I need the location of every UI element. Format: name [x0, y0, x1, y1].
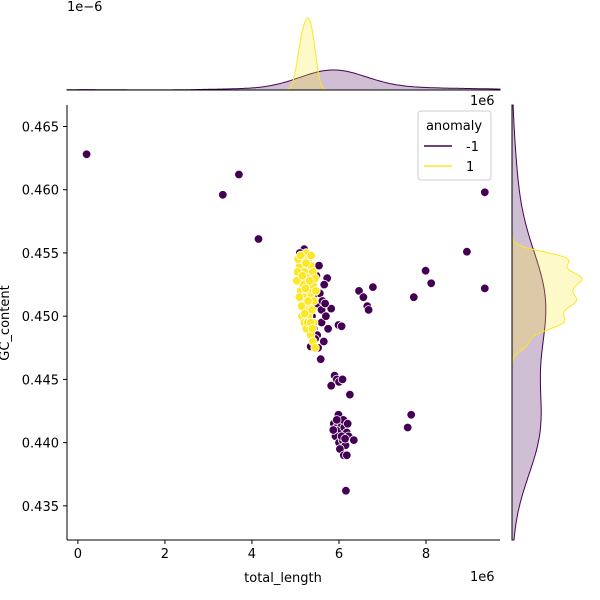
data-point-1 — [303, 296, 313, 306]
data-point-minus1 — [420, 266, 431, 276]
data-point-minus1 — [341, 486, 351, 496]
legend-box — [417, 110, 492, 181]
y-axis-offset-label: 1e6 — [470, 94, 495, 109]
data-point-1 — [307, 324, 318, 334]
y-tick-label: 0.450 — [22, 310, 59, 325]
data-point-minus1 — [319, 336, 329, 347]
data-point-minus1 — [81, 149, 92, 160]
data-point-minus1 — [406, 410, 416, 420]
data-point-minus1 — [363, 305, 374, 315]
data-point-minus1 — [343, 419, 353, 429]
data-point-minus1 — [462, 246, 472, 257]
data-point-minus1 — [403, 422, 413, 433]
data-point-minus1 — [319, 279, 329, 290]
data-point-minus1 — [358, 292, 369, 302]
legend-entry-minus1: -1 — [466, 140, 479, 155]
data-point-minus1 — [340, 434, 350, 444]
data-point-minus1 — [253, 234, 264, 244]
data-point-minus1 — [326, 381, 336, 391]
y-tick-label: 0.455 — [22, 247, 59, 262]
top-marginal-kde: 1e−6 — [66, 0, 501, 91]
y-tick-label: 0.445 — [22, 373, 59, 388]
x-tick-label: 2 — [161, 547, 169, 562]
data-point-minus1 — [218, 190, 228, 200]
data-point-minus1 — [332, 415, 342, 425]
data-point-minus1 — [349, 435, 359, 445]
data-point-minus1 — [368, 282, 378, 292]
data-point-minus1 — [323, 324, 333, 334]
data-point-minus1 — [326, 303, 336, 314]
x-axis-offset-label: 1e6 — [470, 570, 495, 585]
data-point-minus1 — [321, 311, 331, 321]
data-point-1 — [306, 250, 316, 261]
x-axis-label: total_length — [244, 571, 322, 586]
data-point-minus1 — [342, 450, 352, 461]
data-point-minus1 — [328, 425, 339, 435]
y-axis-label: GC_content — [0, 285, 13, 360]
data-point-minus1 — [480, 187, 490, 198]
y-axis-ticks: 0.435 0.440 0.445 0.450 0.455 0.460 0.465 — [22, 120, 67, 515]
data-point-minus1 — [354, 286, 364, 296]
data-point-minus1 — [320, 298, 330, 309]
scatter-points — [81, 149, 490, 496]
data-point-1 — [310, 343, 320, 353]
data-point-minus1 — [409, 292, 419, 302]
data-point-1 — [311, 286, 321, 296]
x-tick-label: 4 — [248, 547, 256, 562]
y-tick-label: 0.435 — [22, 500, 59, 515]
data-point-minus1 — [316, 354, 326, 364]
data-point-1 — [307, 305, 317, 315]
main-axes: 0 2 4 6 8 0.435 0.440 0.445 0.450 0.455 0.460 0.46… — [0, 94, 500, 586]
legend-title: anomaly — [426, 119, 482, 134]
right-marginal-kde — [511, 104, 583, 541]
data-point-minus1 — [480, 283, 490, 294]
data-point-minus1 — [426, 278, 436, 289]
data-point-minus1 — [345, 389, 355, 400]
top-kde-series-minus1 — [66, 69, 501, 91]
top-marginal-offset-label: 1e−6 — [67, 0, 102, 15]
top-kde-series-1 — [67, 17, 500, 91]
data-point-1 — [296, 250, 306, 261]
y-tick-label: 0.440 — [22, 437, 59, 452]
x-tick-label: 0 — [74, 547, 82, 562]
x-axis-ticks: 0 2 4 6 8 — [74, 540, 430, 562]
data-point-minus1 — [337, 374, 348, 385]
x-tick-label: 8 — [422, 547, 430, 562]
data-point-1 — [305, 276, 315, 286]
data-point-1 — [301, 258, 311, 268]
legend-entry-1: 1 — [466, 160, 474, 175]
data-point-1 — [299, 308, 310, 319]
legend: anomaly -1 1 — [417, 110, 492, 181]
y-tick-label: 0.460 — [22, 184, 59, 199]
data-point-minus1 — [234, 169, 244, 180]
x-tick-label: 6 — [335, 547, 343, 562]
y-tick-label: 0.465 — [22, 120, 59, 135]
data-point-1 — [297, 271, 308, 281]
data-point-1 — [294, 292, 305, 302]
data-point-minus1 — [336, 321, 347, 332]
right-kde-series-minus1 — [511, 104, 547, 541]
data-point-1 — [300, 283, 311, 294]
